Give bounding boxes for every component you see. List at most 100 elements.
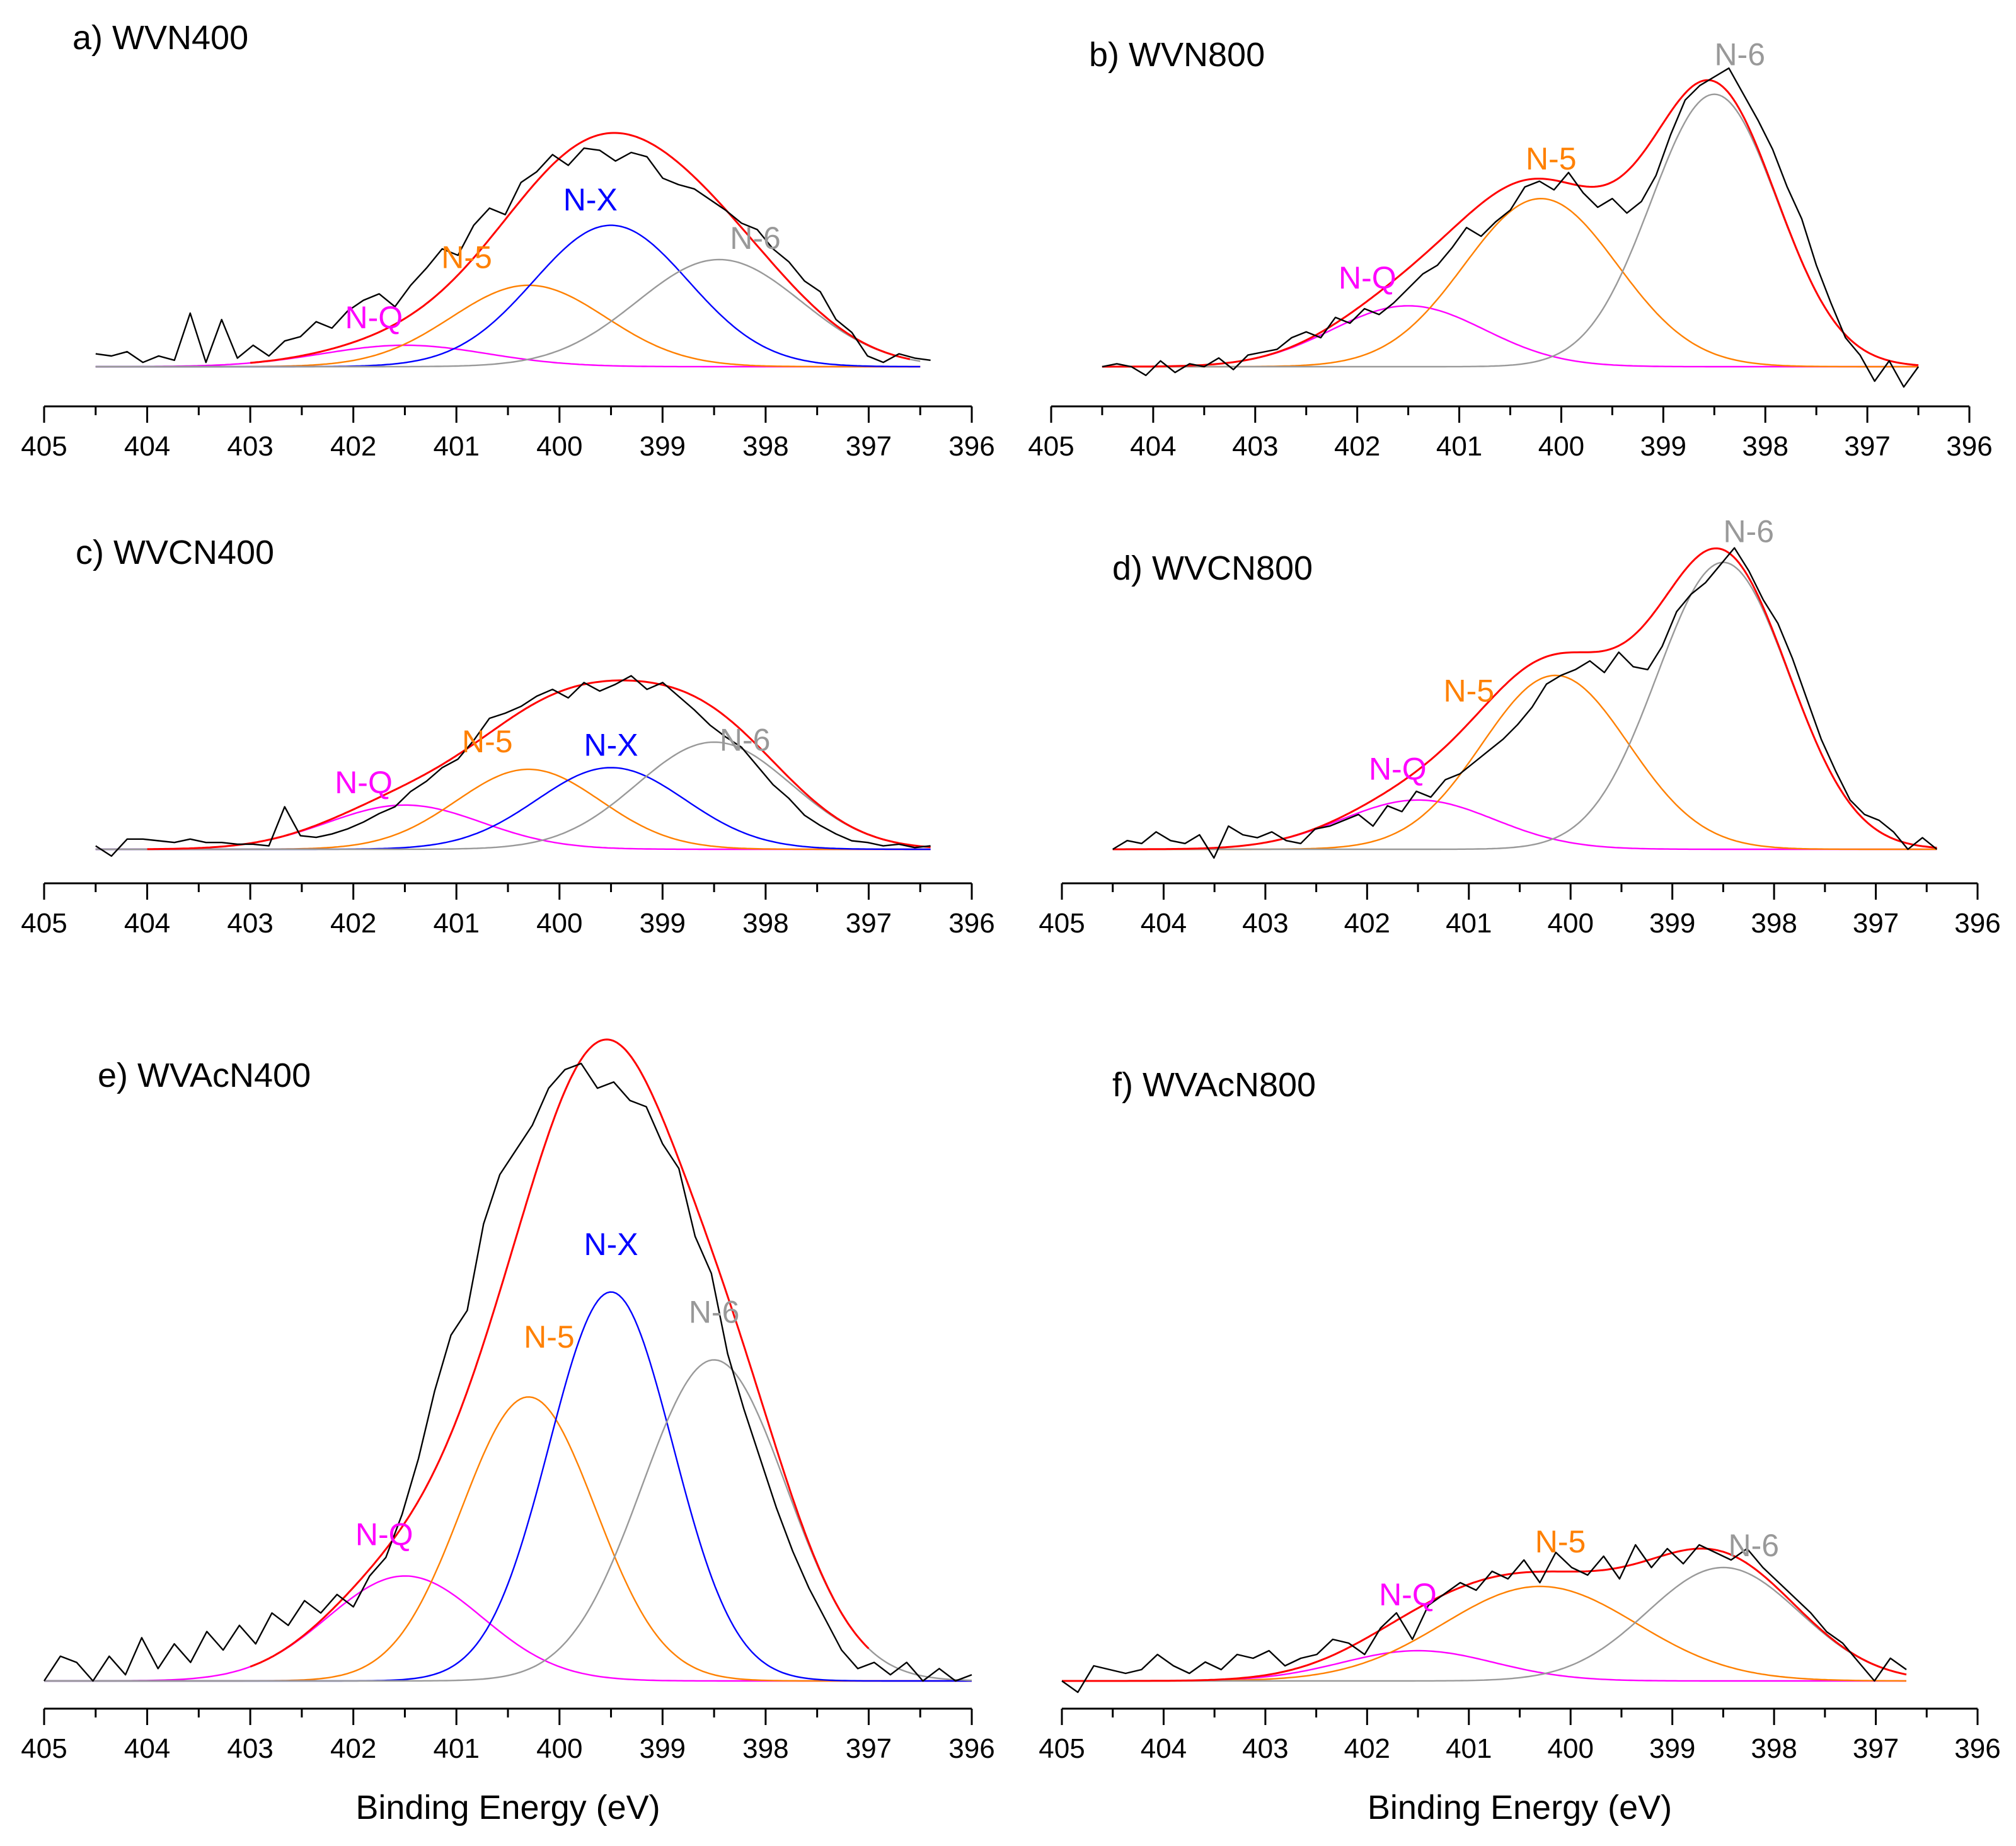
component-n-6-line [1102,93,1919,368]
x-tick-label: 401 [1446,908,1492,939]
component-n-5-line [1112,674,1937,851]
x-tick-label: 396 [1954,1733,2000,1764]
x-tick-label: 405 [21,908,67,939]
experimental-spectrum-line [95,675,931,857]
x-tick-label: 399 [1640,431,1686,462]
x-tick-label: 400 [1548,908,1594,939]
peak-label-n-5: N-5 [1443,673,1494,708]
x-tick-label: 396 [1954,908,2000,939]
component-n-6-line [95,741,931,851]
x-axis-label: Binding Energy (eV) [1368,1789,1672,1826]
peak-label-n-6: N-6 [1729,1528,1780,1563]
panel-4: d) WVCN800 N-Q N-5 N-6 405 404 403 402 401 400 399… [1039,513,2000,939]
envelope-fit-line [147,679,931,851]
envelope-fit-line [1062,1547,1907,1682]
panel-3: c) WVCN400 N-Q N-5 N-X N-6 405 404 403 402 401 400… [21,534,994,939]
peak-label-n-5: N-5 [462,724,513,759]
x-tick-label: 402 [330,431,376,462]
peak-label-n-q: N-Q [345,300,403,335]
component-n-5-line [1062,1585,1906,1682]
component-n-x-line [44,1291,972,1682]
panel-title: a) WVN400 [72,19,248,57]
x-tick-label: 396 [948,431,994,462]
x-tick-label: 405 [21,431,67,462]
x-tick-label: 402 [330,1733,376,1764]
x-tick-label: 399 [640,908,686,939]
x-tick-label: 399 [640,431,686,462]
x-tick-label: 400 [536,431,582,462]
peak-label-n-5: N-5 [441,240,492,275]
peak-label-n-x: N-X [584,1227,638,1262]
x-tick-label: 403 [1242,908,1288,939]
component-n-5-line [95,768,931,851]
x-tick-label: 401 [434,908,480,939]
x-tick-label: 397 [1853,1733,1899,1764]
x-tick-label: 396 [948,908,994,939]
peak-label-n-q: N-Q [1339,260,1397,295]
experimental-spectrum-line [1102,67,1920,388]
component-n-6-line [1112,561,1937,851]
x-tick-label: 400 [1548,1733,1594,1764]
x-tick-label: 400 [536,908,582,939]
peak-label-n-6: N-6 [730,221,781,256]
panel-1: a) WVN400 N-Q N-5 N-X N-6 405 404 403 402 401 400 3… [21,19,994,462]
x-tick-label: 399 [1649,1733,1695,1764]
peak-label-n-q: N-Q [1369,752,1427,787]
panel-6: f) WVAcN800 N-Q N-5 N-6 405 404 403 402 401 400 39… [1039,1066,2000,1826]
x-tick-label: 398 [742,908,788,939]
component-n-6-line [95,258,921,368]
x-tick-label: 404 [1141,908,1187,939]
x-tick-label: 404 [124,908,170,939]
x-tick-label: 402 [1344,908,1390,939]
x-tick-label: 397 [846,431,892,462]
component-n-6-line [1062,1566,1907,1682]
peak-label-n-6: N-6 [1723,513,1774,549]
x-tick-label: 399 [640,1733,686,1764]
x-tick-label: 397 [1853,908,1899,939]
x-tick-label: 403 [227,431,273,462]
panel-title: b) WVN800 [1089,36,1265,74]
x-tick-label: 397 [846,1733,892,1764]
peak-label-n-6: N-6 [1714,37,1765,72]
peak-label-n-x: N-X [563,182,618,217]
peak-label-n-5: N-5 [1535,1524,1586,1559]
x-tick-label: 403 [227,908,273,939]
x-tick-label: 401 [434,1733,480,1764]
x-tick-label: 402 [1344,1733,1390,1764]
envelope-fit-line [1102,79,1919,368]
x-tick-label: 396 [1946,431,1992,462]
x-tick-label: 401 [434,431,480,462]
panel-2: b) WVN800 N-Q N-5 N-6 405 404 403 402 401 400 399 3… [1028,36,1992,462]
x-tick-label: 405 [1039,1733,1085,1764]
panel-title: d) WVCN800 [1112,549,1313,587]
x-tick-label: 404 [124,1733,170,1764]
experimental-spectrum-line [43,1062,972,1682]
experimental-spectrum-line [95,147,931,364]
x-axis-label: Binding Energy (eV) [355,1789,660,1826]
x-tick-label: 397 [1844,431,1890,462]
peak-label-n-6: N-6 [689,1295,740,1330]
component-n-q-line [44,1575,972,1682]
x-tick-label: 400 [1538,431,1584,462]
x-tick-label: 403 [1232,431,1278,462]
x-tick-label: 400 [536,1733,582,1764]
x-tick-label: 397 [846,908,892,939]
panel-title: e) WVAcN400 [98,1057,311,1094]
x-tick-label: 396 [948,1733,994,1764]
x-tick-label: 404 [1141,1733,1187,1764]
x-tick-label: 403 [227,1733,273,1764]
panel-title: c) WVCN400 [76,534,274,571]
experimental-spectrum-line [1112,547,1938,859]
component-n-x-line [95,767,931,851]
x-tick-label: 405 [1028,431,1074,462]
peak-label-n-q: N-Q [335,765,393,800]
x-tick-label: 405 [1039,908,1085,939]
x-tick-label: 399 [1649,908,1695,939]
peak-label-n-5: N-5 [524,1319,575,1355]
peak-label-n-x: N-X [584,728,638,763]
peak-label-n-q: N-Q [355,1516,413,1552]
x-tick-label: 401 [1446,1733,1492,1764]
x-tick-label: 398 [1751,1733,1797,1764]
panel-title: f) WVAcN800 [1112,1066,1316,1104]
